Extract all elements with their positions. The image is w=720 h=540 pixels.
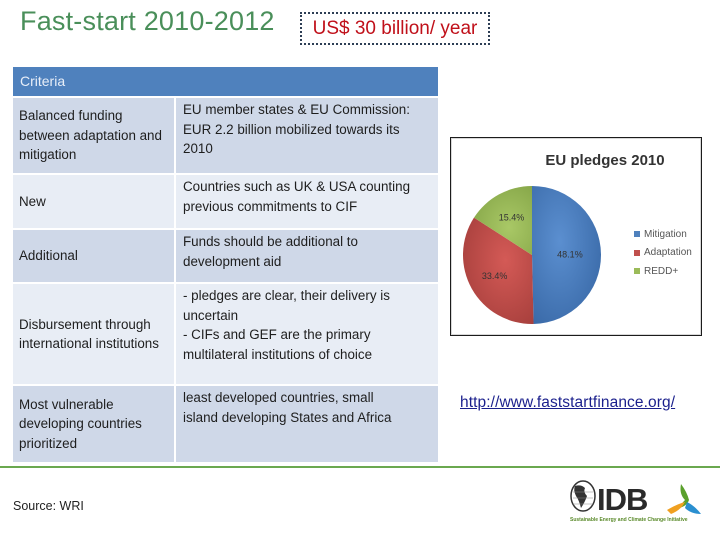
pie-data-label: 15.4% [499, 212, 525, 222]
legend-item-adaptation: Adaptation [634, 244, 692, 263]
criteria-table: Criteria Balanced funding between adapta… [13, 67, 438, 462]
legend-swatch-icon [634, 249, 640, 256]
globe-icon [570, 480, 596, 512]
table-row: New Countries such as UK & USA counting … [13, 173, 438, 228]
pie-data-label: 33.4% [482, 271, 508, 281]
detail-cell: Countries such as UK & USA counting prev… [183, 179, 411, 214]
criterion-cell: Balanced funding between adaptation and … [13, 98, 176, 173]
pie-data-label: 48.1% [557, 250, 583, 260]
footer-divider [0, 466, 720, 468]
table-header: Criteria [13, 67, 438, 96]
svg-text:IDB: IDB [597, 482, 647, 517]
detail-cell: - pledges are clear, their delivery is u… [183, 288, 390, 362]
legend-item-mitigation: Mitigation [634, 225, 692, 244]
source-note: Source: WRI [13, 499, 84, 513]
detail-cell: least developed countries, small island … [183, 390, 392, 425]
criterion-cell: Disbursement through international insti… [13, 284, 176, 384]
pie-chart: EU pledges 2010 48.1% 33.4% 15.4% Mitigati… [450, 137, 702, 336]
legend-swatch-icon [634, 231, 640, 238]
criterion-cell: Additional [13, 230, 176, 282]
table-row: Disbursement through international insti… [13, 282, 438, 384]
pie-chart-graphic: 48.1% 33.4% 15.4% [463, 186, 602, 324]
table-row: Most vulnerable developing countries pri… [13, 384, 438, 462]
pie-slice-adaptation [463, 217, 534, 324]
legend-item-redd: REDD+ [634, 262, 692, 281]
chart-legend: Mitigation Adaptation REDD+ [634, 225, 692, 281]
table-row: Balanced funding between adaptation and … [13, 96, 438, 173]
idb-logo: IDB [570, 480, 701, 517]
pie-slice-mitigation [532, 186, 602, 324]
detail-cell: EU member states & EU Commission: EUR 2.… [183, 102, 410, 156]
funding-highlight-box: US$ 30 billion/ year [300, 12, 490, 45]
detail-cell: Funds should be additional to developmen… [183, 234, 358, 269]
legend-swatch-icon [634, 268, 640, 275]
logo-tagline: Sustainable Energy and Climate Change In… [570, 517, 688, 523]
pie-slices [463, 186, 602, 324]
criterion-cell: Most vulnerable developing countries pri… [13, 386, 176, 462]
slide-title: Fast-start 2010-2012 [20, 6, 275, 36]
pie-labels: 48.1% 33.4% 15.4% [482, 212, 583, 280]
sece-emblem-icon [667, 484, 701, 514]
table-row: Additional Funds should be additional to… [13, 228, 438, 282]
criterion-cell: New [13, 175, 176, 228]
pie-slice-redd [473, 186, 532, 255]
chart-title: EU pledges 2010 [545, 152, 665, 169]
faststartfinance-link[interactable]: http://www.faststartfinance.org/ [460, 394, 676, 411]
